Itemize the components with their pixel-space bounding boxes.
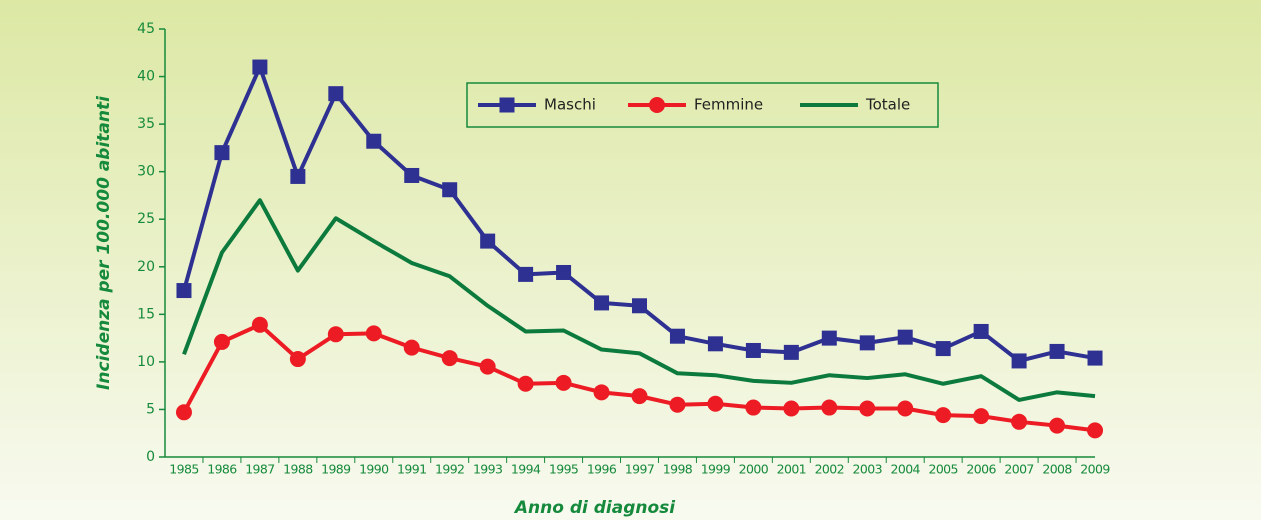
point xyxy=(289,351,306,368)
x-tick-label: 1999 xyxy=(701,462,731,477)
legend-box xyxy=(466,82,939,128)
x-tick-label: 1993 xyxy=(473,462,502,477)
point xyxy=(669,328,685,344)
point xyxy=(518,266,534,282)
point xyxy=(1049,417,1066,434)
x-tick-label: 1987 xyxy=(245,462,274,477)
point xyxy=(973,408,990,425)
legend-label: Maschi xyxy=(544,96,596,114)
legend-marker xyxy=(499,97,515,113)
point xyxy=(897,329,913,345)
point xyxy=(252,59,268,75)
x-tick-label: 1986 xyxy=(207,462,237,477)
point xyxy=(783,344,799,360)
point xyxy=(480,233,496,249)
y-tick-label: 5 xyxy=(146,401,155,417)
point xyxy=(441,350,458,367)
point xyxy=(327,326,344,343)
point xyxy=(973,323,989,339)
y-tick-label: 25 xyxy=(137,211,155,227)
x-tick-label: 1985 xyxy=(169,462,198,477)
point xyxy=(935,407,952,424)
x-tick-label: 2000 xyxy=(739,462,769,477)
x-tick-label: 1991 xyxy=(397,462,426,477)
x-tick-label: 1989 xyxy=(321,462,351,477)
x-tick-label: 2004 xyxy=(891,462,921,477)
y-tick-label: 35 xyxy=(137,116,155,132)
point xyxy=(897,400,914,417)
point xyxy=(403,339,420,356)
point xyxy=(366,133,382,149)
point xyxy=(821,399,838,416)
x-tick-label: 1997 xyxy=(625,462,654,477)
point xyxy=(290,168,306,184)
point xyxy=(328,86,344,102)
y-tick-label: 0 xyxy=(146,449,155,465)
point xyxy=(213,333,230,350)
point xyxy=(631,388,648,405)
point xyxy=(1011,353,1027,369)
point xyxy=(517,375,534,392)
point xyxy=(1087,422,1104,439)
point xyxy=(669,396,686,413)
point xyxy=(632,298,647,314)
point xyxy=(442,182,458,198)
x-tick-label: 2007 xyxy=(1004,462,1033,477)
y-tick-label: 40 xyxy=(137,69,155,85)
x-tick-label: 1998 xyxy=(663,462,693,477)
x-tick-label: 2009 xyxy=(1080,462,1110,477)
point xyxy=(1011,413,1028,430)
point xyxy=(859,400,876,417)
x-axis-title: Anno di diagnosi xyxy=(513,498,676,518)
y-tick-label: 15 xyxy=(137,306,155,322)
x-tick-label: 1996 xyxy=(587,462,617,477)
x-tick-label: 1995 xyxy=(549,462,578,477)
x-tick-label: 2002 xyxy=(815,462,844,477)
point xyxy=(175,404,192,421)
point xyxy=(859,335,875,351)
point xyxy=(1087,350,1103,366)
point xyxy=(214,145,230,161)
point xyxy=(1049,343,1065,359)
point xyxy=(556,264,572,280)
point xyxy=(555,374,572,391)
point xyxy=(821,330,837,346)
point xyxy=(404,167,420,183)
x-tick-label: 2008 xyxy=(1042,462,1072,477)
x-tick-label: 1994 xyxy=(511,462,541,477)
x-tick-label: 2001 xyxy=(777,462,806,477)
x-tick-label: 2003 xyxy=(853,462,882,477)
y-tick-label: 30 xyxy=(137,164,155,180)
y-tick-label: 20 xyxy=(137,259,155,275)
point xyxy=(594,295,610,311)
point xyxy=(707,395,724,412)
point xyxy=(745,399,762,416)
y-axis-title: Incidenza per 100.000 abitanti xyxy=(94,95,114,390)
point xyxy=(593,384,610,401)
legend-label: Totale xyxy=(865,96,910,114)
point xyxy=(783,400,800,417)
legend-label: Femmine xyxy=(694,96,763,114)
point xyxy=(935,341,951,357)
y-tick-label: 45 xyxy=(137,21,155,37)
legend-marker xyxy=(649,97,665,113)
point xyxy=(251,316,268,333)
point xyxy=(365,325,382,342)
x-tick-label: 1992 xyxy=(435,462,464,477)
point xyxy=(745,342,761,358)
point xyxy=(479,358,496,375)
y-tick-label: 10 xyxy=(137,354,155,370)
series-line xyxy=(182,198,1096,402)
x-tick-label: 1988 xyxy=(283,462,313,477)
point xyxy=(707,336,723,352)
x-tick-label: 1990 xyxy=(359,462,389,477)
x-tick-label: 2005 xyxy=(928,462,957,477)
x-tick-label: 2006 xyxy=(966,462,996,477)
point xyxy=(176,283,192,299)
